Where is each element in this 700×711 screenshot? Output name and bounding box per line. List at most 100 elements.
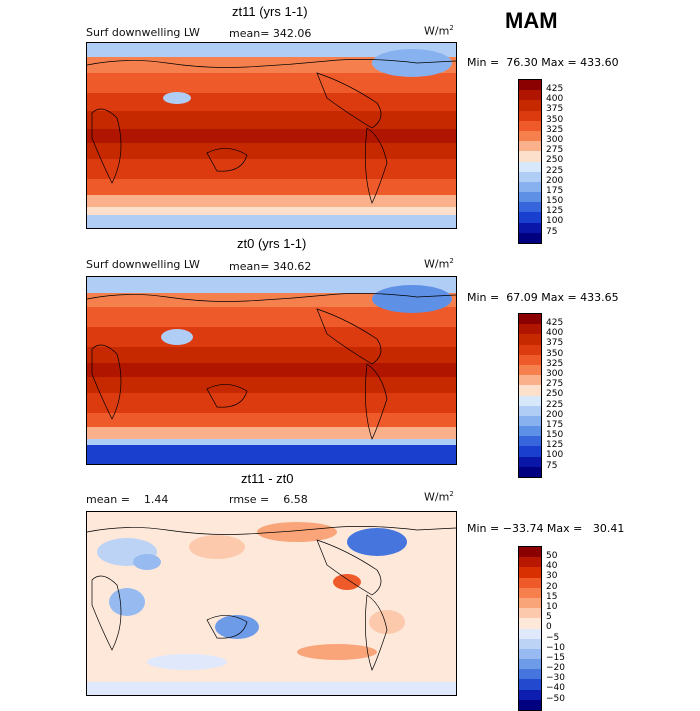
colorbar-tick-label: −40 bbox=[546, 683, 565, 694]
colorbar-swatch bbox=[519, 364, 541, 376]
colorbar-labels: 425 400 375 350 325 300 275 250 225 200 175 150 125 1… bbox=[546, 84, 563, 237]
colorbar-swatch bbox=[519, 192, 541, 203]
colorbar-swatch bbox=[519, 466, 541, 477]
colorbar-tick-label: 250 bbox=[546, 155, 564, 166]
colorbar-swatch bbox=[519, 141, 541, 152]
minmax-label: Min = −33.74 Max = 30.41 bbox=[467, 522, 625, 535]
colorbar-swatch bbox=[519, 577, 541, 588]
mean-label: mean= 340.62 bbox=[229, 260, 312, 273]
colorbar-labels: 50 40 30 20 15 10 5 0 −5 −10 −15 −20 −30 −40 −50 bbox=[546, 551, 565, 704]
colorbar-swatch bbox=[519, 80, 541, 91]
colorbar-swatch bbox=[519, 202, 541, 213]
colorbar-swatch bbox=[519, 638, 541, 649]
colorbar-tick-label: 425 bbox=[546, 318, 564, 328]
colorbar-labels: 425 400 375 350 325 300 275 250 225 200 175 150 125 1… bbox=[546, 318, 563, 471]
colorbar-swatch bbox=[519, 171, 541, 182]
colorbar-swatch bbox=[519, 344, 541, 355]
variable-label: Surf downwelling LW bbox=[86, 258, 200, 271]
colorbar-swatch bbox=[519, 314, 541, 325]
units-label: W/m2 bbox=[424, 490, 454, 504]
variable-label: Surf downwelling LW bbox=[86, 26, 200, 39]
colorbar-tick-label: 100 bbox=[546, 216, 564, 227]
colorbar-swatch bbox=[519, 395, 541, 406]
colorbar-tick-label: 0 bbox=[546, 622, 552, 633]
colorbar-tick-label: −10 bbox=[546, 642, 565, 653]
colorbar-swatch bbox=[519, 608, 541, 619]
colorbar bbox=[518, 79, 542, 244]
colorbar-tick-label: 125 bbox=[546, 206, 564, 217]
panel-title: zt0 (yrs 1-1) bbox=[237, 236, 307, 251]
colorbar-swatch bbox=[519, 628, 541, 639]
colorbar-swatch bbox=[519, 100, 541, 111]
colorbar-tick-label: 20 bbox=[546, 581, 558, 592]
colorbar-tick-label: 425 bbox=[546, 84, 564, 94]
colorbar-tick-label: 5 bbox=[546, 612, 552, 623]
colorbar-tick-label: 375 bbox=[546, 104, 564, 115]
colorbar-swatch bbox=[519, 557, 541, 568]
colorbar-swatch bbox=[519, 587, 541, 598]
colorbar-tick-label: 200 bbox=[546, 175, 564, 186]
colorbar-swatch bbox=[519, 232, 541, 243]
colorbar-tick-label: −20 bbox=[546, 663, 565, 674]
colorbar-tick-label: 40 bbox=[546, 561, 558, 572]
units-label: W/m2 bbox=[424, 257, 454, 271]
colorbar-swatch bbox=[519, 90, 541, 101]
colorbar-swatch bbox=[519, 161, 541, 172]
colorbar bbox=[518, 313, 542, 478]
colorbar-tick-label: −50 bbox=[546, 693, 565, 704]
colorbar-swatch bbox=[519, 181, 541, 193]
rmse-label: rmse = 6.58 bbox=[229, 493, 308, 506]
colorbar-swatch bbox=[519, 618, 541, 629]
colorbar-swatch bbox=[519, 426, 541, 437]
map-plot bbox=[86, 42, 457, 229]
colorbar-swatch bbox=[519, 547, 541, 558]
colorbar-tick-label: 275 bbox=[546, 145, 564, 156]
colorbar-tick-label: 150 bbox=[546, 196, 564, 207]
colorbar-tick-label: 350 bbox=[546, 114, 564, 125]
colorbar-swatch bbox=[519, 567, 541, 578]
colorbar-swatch bbox=[519, 689, 541, 700]
colorbar-tick-label: 225 bbox=[546, 165, 564, 176]
colorbar-swatch bbox=[519, 324, 541, 335]
colorbar-swatch bbox=[519, 436, 541, 447]
minmax-label: Min = 76.30 Max = 433.60 bbox=[467, 56, 619, 69]
colorbar-swatch bbox=[519, 334, 541, 345]
colorbar-tick-label: 375 bbox=[546, 338, 564, 349]
colorbar-tick-label: 325 bbox=[546, 124, 564, 135]
colorbar-tick-label: 15 bbox=[546, 591, 558, 602]
colorbar-swatch bbox=[519, 120, 541, 131]
colorbar-tick-label: −15 bbox=[546, 652, 565, 663]
colorbar-swatch bbox=[519, 212, 541, 223]
colorbar-tick-label: 150 bbox=[546, 430, 564, 441]
colorbar-swatch bbox=[519, 405, 541, 416]
colorbar-swatch bbox=[519, 679, 541, 690]
colorbar-swatch bbox=[519, 415, 541, 427]
mean-label: mean= 342.06 bbox=[229, 27, 312, 40]
colorbar-tick-label: 350 bbox=[546, 348, 564, 359]
colorbar-swatch bbox=[519, 597, 541, 609]
map-plot bbox=[86, 511, 457, 696]
colorbar-swatch bbox=[519, 456, 541, 467]
colorbar-tick-label: 75 bbox=[546, 226, 558, 237]
mean-label: mean = 1.44 bbox=[86, 493, 169, 506]
colorbar-tick-label: 300 bbox=[546, 134, 564, 145]
season-label: MAM bbox=[505, 8, 558, 33]
colorbar-tick-label: 75 bbox=[546, 460, 558, 471]
colorbar-tick-label: 400 bbox=[546, 94, 564, 105]
minmax-label: Min = 67.09 Max = 433.65 bbox=[467, 291, 619, 304]
colorbar-tick-label: 175 bbox=[546, 419, 564, 430]
colorbar-tick-label: 50 bbox=[546, 551, 558, 561]
colorbar-swatch bbox=[519, 648, 541, 660]
colorbar-swatch bbox=[519, 385, 541, 396]
colorbar-tick-label: 225 bbox=[546, 399, 564, 410]
colorbar-tick-label: 250 bbox=[546, 389, 564, 400]
colorbar-swatch bbox=[519, 151, 541, 162]
colorbar-tick-label: 300 bbox=[546, 368, 564, 379]
colorbar-tick-label: −30 bbox=[546, 673, 565, 684]
colorbar-swatch bbox=[519, 110, 541, 121]
colorbar-tick-label: 175 bbox=[546, 185, 564, 196]
colorbar-swatch bbox=[519, 222, 541, 233]
colorbar-tick-label: 275 bbox=[546, 379, 564, 390]
colorbar-tick-label: 325 bbox=[546, 358, 564, 369]
panel-title: zt11 (yrs 1-1) bbox=[232, 4, 308, 19]
